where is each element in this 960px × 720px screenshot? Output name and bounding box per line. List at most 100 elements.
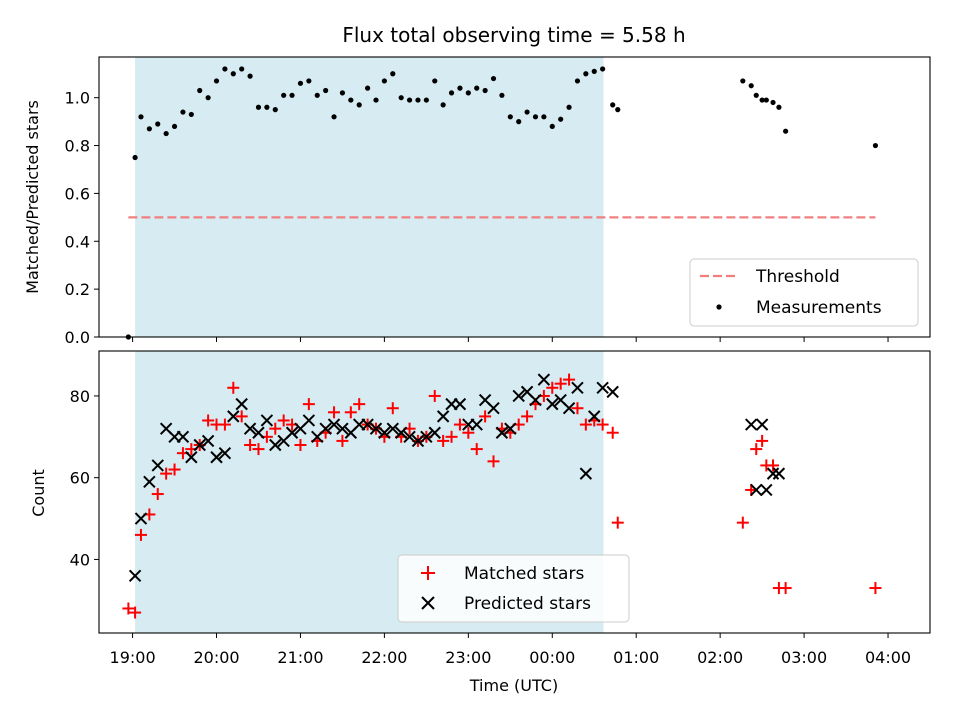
matched-star-point — [428, 389, 441, 402]
top-observing-span — [135, 57, 604, 337]
measurement-point — [541, 114, 547, 120]
measurement-point — [155, 121, 161, 127]
measurement-point — [783, 128, 789, 134]
measurement-point — [740, 78, 746, 84]
bottom-x-tick-label: 02:00 — [697, 648, 743, 667]
predicted-star-point — [185, 451, 198, 464]
measurement-point — [748, 83, 754, 89]
predicted-star-point — [386, 422, 399, 435]
measurement-point — [171, 123, 178, 130]
top-y-tick-label: 0.6 — [65, 184, 90, 203]
top-y-axis-label: Matched/Predicted stars — [23, 100, 42, 294]
matched-star-point — [302, 398, 315, 411]
predicted-star-point — [766, 467, 780, 480]
measurement-point — [146, 126, 152, 132]
matched-star-point — [756, 434, 769, 447]
matched-star-point — [487, 455, 500, 468]
measurement-point — [776, 104, 782, 110]
measurement-point — [600, 66, 606, 72]
matched-star-point — [606, 426, 619, 439]
predicted-star-point — [504, 422, 517, 435]
measurement-point — [558, 116, 564, 122]
matched-star-point — [779, 582, 792, 595]
measurement-point — [255, 104, 262, 110]
predicted-star-point — [403, 430, 416, 444]
predicted-star-point — [596, 381, 609, 394]
measurement-point — [222, 66, 228, 72]
measurement-point — [490, 75, 497, 82]
predicted-star-point — [571, 381, 584, 394]
measurement-point — [615, 107, 621, 113]
measurement-point — [205, 95, 211, 101]
top-y-tick-label: 0.0 — [65, 328, 90, 347]
measurement-point — [213, 78, 220, 84]
predicted-star-point — [302, 414, 316, 427]
predicted-star-point — [394, 426, 408, 439]
legend-matched-label: Matched stars — [464, 564, 584, 584]
top-y-tick-label: 0.2 — [65, 280, 90, 299]
predicted-star-point — [210, 451, 223, 464]
measurement-point — [440, 102, 446, 108]
measurement-point — [306, 78, 312, 84]
predicted-star-point — [487, 402, 500, 415]
measurement-point — [197, 87, 203, 94]
predicted-star-point — [378, 426, 391, 439]
predicted-star-point — [579, 467, 593, 480]
predicted-star-point — [588, 410, 601, 423]
predicted-star-point — [193, 438, 206, 452]
measurement-point — [610, 102, 616, 108]
measurement-point — [272, 107, 278, 113]
predicted-star-point — [436, 410, 450, 423]
bottom-y-axis: 40 60 80 — [70, 387, 99, 569]
predicted-star-point — [411, 434, 425, 448]
matched-star-point — [336, 434, 349, 447]
bottom-x-tick-label: 23:00 — [445, 648, 491, 667]
predicted-star-point — [327, 418, 341, 431]
matched-star-point — [235, 410, 248, 423]
predicted-star-point — [218, 446, 232, 460]
predicted-star-point — [336, 422, 349, 435]
matched-star-point — [202, 414, 215, 427]
predicted-star-point — [134, 512, 148, 525]
predicted-star-point — [529, 393, 542, 407]
predicted-star-point — [470, 418, 483, 431]
matched-star-point — [129, 606, 142, 619]
predicted-star-point — [562, 402, 576, 415]
measurement-point — [770, 99, 776, 106]
bottom-y-tick-label: 80 — [70, 387, 90, 406]
legend-measurements-swatch — [716, 304, 722, 310]
matched-star-point — [611, 516, 624, 529]
matched-star-point — [328, 406, 341, 419]
measurement-point — [132, 154, 138, 161]
measurement-point — [398, 95, 404, 101]
measurement-point — [591, 68, 597, 74]
predicted-star-point — [227, 410, 240, 423]
matched-star-point — [869, 582, 882, 595]
matched-star-point — [294, 439, 307, 451]
predicted-star-point — [512, 389, 525, 403]
matched-star-point — [244, 439, 257, 451]
matched-star-point — [227, 381, 240, 394]
predicted-star-point — [151, 459, 164, 472]
measurement-point — [448, 90, 455, 96]
legend-matched-swatch — [421, 566, 435, 580]
top-y-tick-label: 0.8 — [65, 137, 90, 156]
bottom-panel: 40 60 80 19:00 20:00 21:00 22:00 23:00 00:00 01:… — [29, 350, 931, 695]
measurement-point — [507, 114, 513, 120]
measurement-point — [297, 80, 304, 86]
legend-threshold-label: Threshold — [755, 267, 840, 287]
measurement-point — [432, 78, 438, 84]
bottom-y-tick-label: 60 — [70, 469, 90, 488]
matched-star-point — [736, 516, 749, 529]
predicted-star-point — [750, 483, 763, 497]
bottom-x-tick-label: 20:00 — [193, 648, 239, 667]
measurement-point — [457, 85, 463, 91]
measurement-point — [759, 97, 765, 103]
measurement-point — [239, 66, 245, 72]
measurement-point — [381, 78, 387, 84]
measurement-point — [331, 114, 337, 120]
chart-title: Flux total observing time = 5.58 h — [342, 23, 685, 47]
measurement-point — [524, 109, 530, 115]
predicted-star-point — [453, 397, 467, 411]
